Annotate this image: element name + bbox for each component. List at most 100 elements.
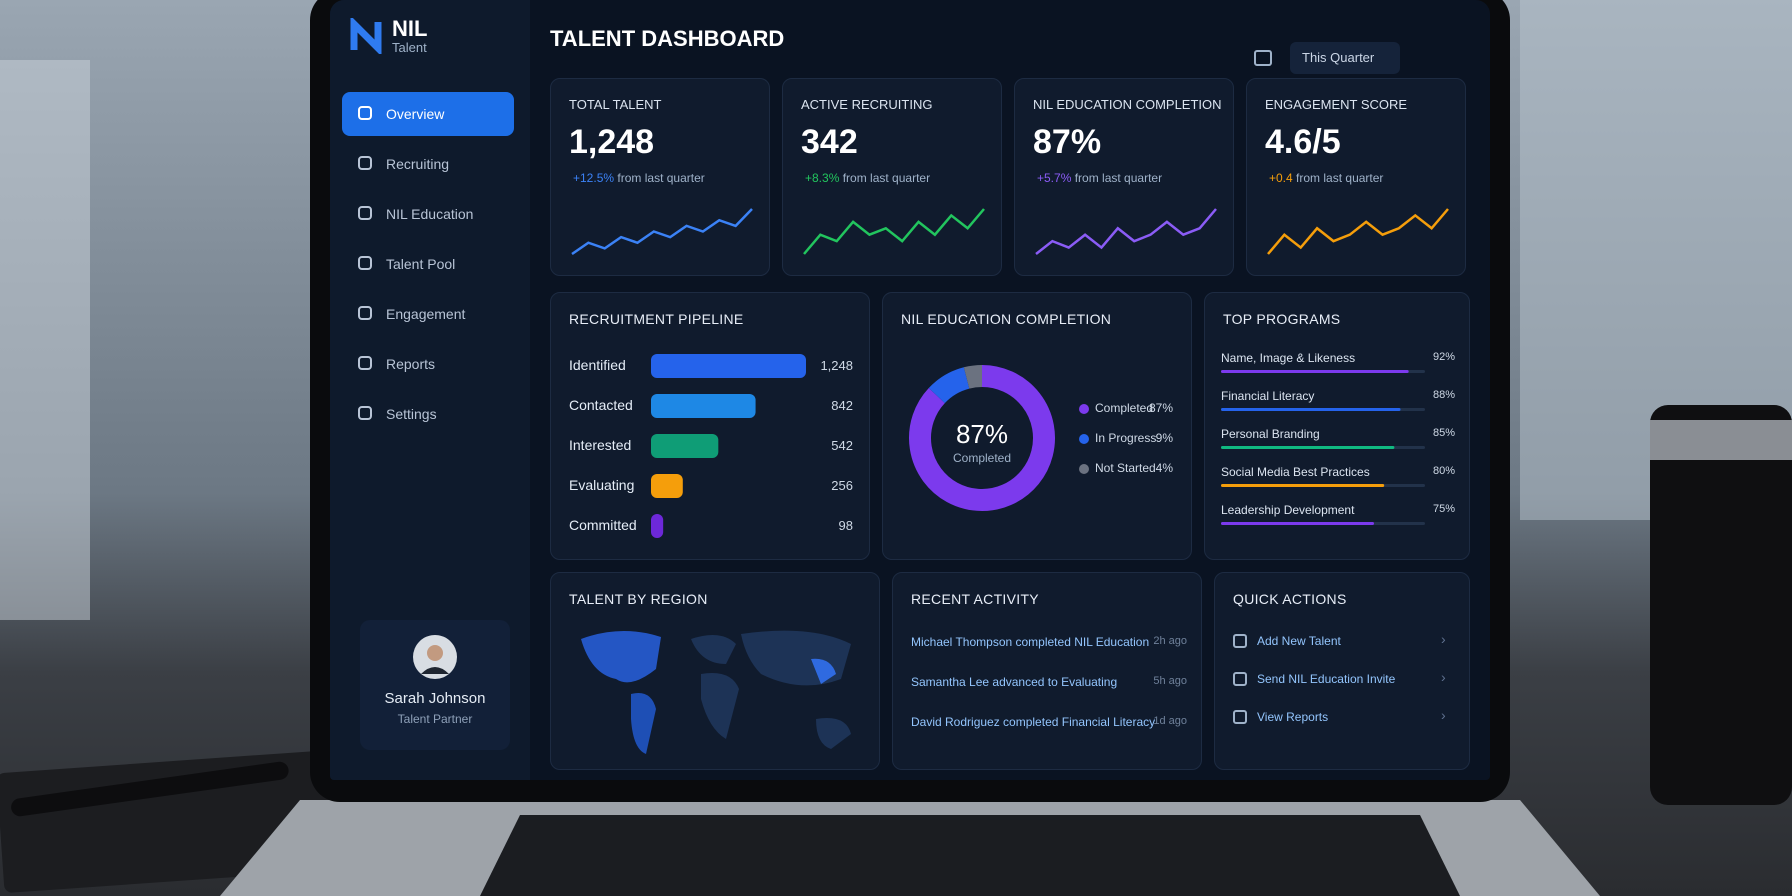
- nav-label: Overview: [386, 106, 445, 122]
- quick-action[interactable]: View Reports ›: [1227, 703, 1457, 733]
- kpi-card: ACTIVE RECRUITING 342 +8.3% from last quar…: [782, 78, 1002, 276]
- bar-holder: [651, 514, 664, 538]
- program-track: [1221, 522, 1425, 525]
- sparkline-line: [571, 208, 753, 256]
- nav-item[interactable]: Reports: [342, 342, 514, 386]
- nav-item[interactable]: NIL Education: [342, 192, 514, 236]
- quick-actions-card: QUICK ACTIONS Add New Talent › Send NIL Edu…: [1214, 572, 1470, 770]
- activity-text: David Rodriguez completed Financial Lite…: [911, 715, 1156, 729]
- kpi-change-note: from last quarter: [1296, 171, 1384, 185]
- card-title: QUICK ACTIONS: [1233, 591, 1347, 607]
- program-name: Financial Literacy: [1221, 389, 1315, 403]
- program-name: Name, Image & Likeness: [1221, 351, 1356, 365]
- legend-label: Not Started: [1095, 461, 1156, 475]
- kpi-title: ACTIVE RECRUITING: [801, 97, 933, 112]
- program-track: [1221, 484, 1425, 487]
- bar-holder: [651, 434, 719, 458]
- nav-icon: [358, 356, 372, 370]
- nav-icon: [358, 156, 372, 170]
- pipeline-bar: [651, 394, 756, 418]
- nav-item[interactable]: Settings: [342, 392, 514, 436]
- sparkline-line: [1267, 208, 1449, 255]
- program-name: Personal Branding: [1221, 427, 1320, 441]
- nav-item[interactable]: Engagement: [342, 292, 514, 336]
- pipeline-bar: [651, 434, 719, 458]
- nav-item[interactable]: Recruiting: [342, 142, 514, 186]
- brand-sub: Talent: [392, 40, 427, 55]
- bar-holder: [651, 354, 806, 378]
- profile-card: Sarah Johnson Talent Partner: [360, 620, 510, 750]
- nav-label: Reports: [386, 356, 436, 372]
- nav-icon: [358, 306, 372, 320]
- program-bar: [1221, 446, 1395, 449]
- program-name: Leadership Development: [1221, 503, 1355, 517]
- kpi-change-line: +0.4 from last quarter: [1269, 171, 1383, 185]
- kpi-change-note: from last quarter: [617, 171, 705, 185]
- activity-text: Samantha Lee advanced to Evaluating: [911, 675, 1118, 689]
- chevron: ›: [1441, 669, 1446, 685]
- kpi-change-line: +12.5% from last quarter: [573, 171, 705, 185]
- quick-action[interactable]: Send NIL Education Invite ›: [1227, 665, 1457, 695]
- legend-label: Completed: [1095, 401, 1154, 415]
- nav-item[interactable]: Talent Pool: [342, 242, 514, 286]
- legend-value: 4%: [1155, 461, 1173, 475]
- pipeline-label: Interested: [569, 437, 632, 453]
- kpi-change: +8.3%: [805, 171, 840, 185]
- sparkline-line: [1035, 208, 1217, 255]
- kpi-change-line: +5.7% from last quarter: [1037, 171, 1162, 185]
- donut-center-label: Completed: [952, 451, 1012, 465]
- card-title: TALENT BY REGION: [569, 591, 708, 607]
- chevron: ›: [1441, 631, 1446, 647]
- sparkline-line: [803, 208, 985, 255]
- kpi-change: +0.4: [1269, 171, 1293, 185]
- program-track: [1221, 370, 1425, 373]
- action-icon: [1233, 710, 1247, 724]
- action-icon: [1233, 672, 1247, 686]
- action-icon: [1233, 634, 1247, 648]
- pipeline-value: 542: [831, 438, 853, 453]
- program-value: 88%: [1432, 389, 1455, 401]
- program-bar: [1221, 370, 1409, 373]
- donut-center-value: 87%: [955, 419, 1009, 449]
- dashboard: NIL Talent Overview Recruiting NIL Educati…: [330, 0, 1490, 780]
- logo-mark: [350, 18, 382, 54]
- world-map: [581, 630, 851, 754]
- program-value: 80%: [1432, 465, 1455, 477]
- user-name: Sarah Johnson: [384, 690, 486, 707]
- action-label: Send NIL Education Invite: [1257, 672, 1396, 686]
- sparkline: [571, 208, 753, 256]
- kpi-change-line: +8.3% from last quarter: [805, 171, 930, 185]
- program-bar: [1221, 484, 1385, 487]
- brand: NIL: [392, 16, 428, 41]
- kpi-change-note: from last quarter: [1074, 171, 1163, 185]
- nav-item[interactable]: Overview: [342, 92, 514, 136]
- donut-segment: [963, 365, 983, 389]
- legend-dot: [1079, 404, 1089, 414]
- program-bar: [1221, 522, 1374, 525]
- nav-label: Talent Pool: [386, 256, 456, 272]
- donut-segment: [909, 365, 1055, 511]
- legend-dot: [1079, 434, 1089, 444]
- activity-time: 2h ago: [1153, 635, 1187, 647]
- pipeline-label: Committed: [569, 517, 637, 533]
- program-track: [1221, 446, 1425, 449]
- kpi-change-note: from last quarter: [842, 171, 931, 185]
- programs-card: TOP PROGRAMS Name, Image & Likeness 92% Fin…: [1204, 292, 1470, 560]
- pipeline-bar: [651, 514, 664, 538]
- pipeline-value: 256: [831, 478, 853, 493]
- card-title: NIL EDUCATION COMPLETION: [901, 311, 1112, 327]
- activity-time: 1d ago: [1153, 715, 1187, 727]
- pipeline-value: 98: [838, 518, 853, 533]
- completion-card: NIL EDUCATION COMPLETION 87% Completed Comp…: [882, 292, 1192, 560]
- quick-action[interactable]: Add New Talent ›: [1227, 627, 1457, 657]
- kpi-title: TOTAL TALENT: [569, 97, 662, 112]
- sparkline: [1035, 208, 1217, 255]
- program-track: [1221, 408, 1425, 411]
- pipeline-bar: [651, 474, 683, 498]
- chevron: ›: [1441, 707, 1446, 723]
- program-value: 92%: [1432, 351, 1455, 363]
- sidebar: NIL Talent Overview Recruiting NIL Educati…: [330, 0, 530, 780]
- pipeline-value: 842: [831, 398, 853, 413]
- period-select[interactable]: This Quarter: [1290, 42, 1400, 74]
- card-title: TOP PROGRAMS: [1223, 311, 1341, 327]
